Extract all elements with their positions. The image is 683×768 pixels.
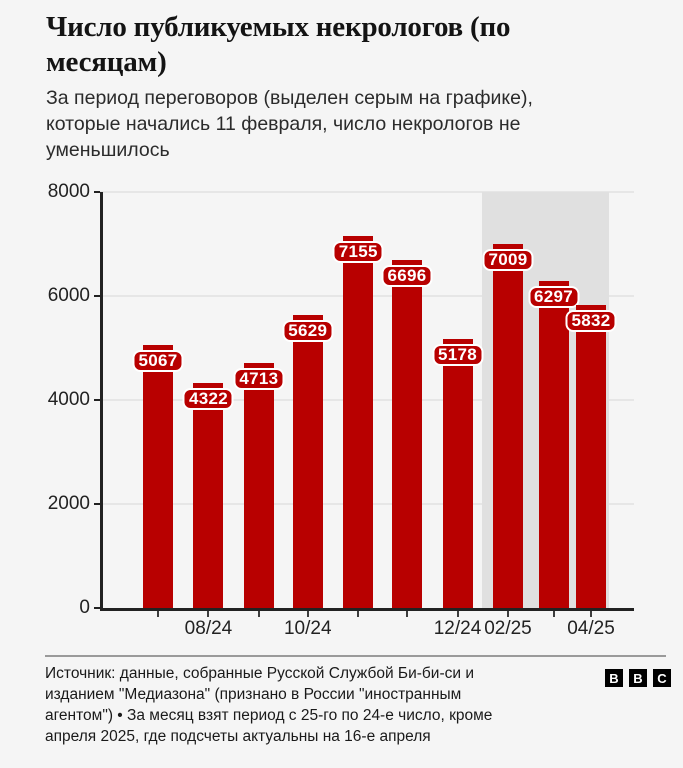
x-axis-tick xyxy=(207,610,210,617)
y-axis-tick xyxy=(94,607,100,609)
bar-value-label: 6297 xyxy=(528,285,580,308)
bar xyxy=(243,362,274,608)
y-axis-tick-label: 8000 xyxy=(47,181,90,202)
bar xyxy=(538,280,569,608)
gridline xyxy=(100,191,634,193)
y-axis-tick-label: 6000 xyxy=(47,285,90,306)
bar-value-label: 4322 xyxy=(182,388,234,411)
bar xyxy=(392,259,423,608)
bar-value-label: 5067 xyxy=(132,349,184,372)
bbc-logo-block: B xyxy=(629,669,647,687)
x-axis-tick xyxy=(357,610,360,617)
x-axis-tick xyxy=(456,610,459,617)
y-axis-line xyxy=(100,192,103,610)
x-axis-tick xyxy=(406,610,409,617)
x-axis-tick xyxy=(257,610,260,617)
chart-subtitle: За период переговоров (выделен серым на … xyxy=(46,87,533,161)
bbc-logo-block: C xyxy=(653,669,671,687)
chart-title: Число публикуемых некрологов (по месяцам… xyxy=(46,11,511,78)
x-axis-tick-label: 02/25 xyxy=(484,618,532,639)
bar-value-label: 5178 xyxy=(431,343,484,366)
bar xyxy=(442,338,473,608)
source-note: Источник: данные, собранные Русской Служ… xyxy=(45,665,493,745)
y-axis-tick xyxy=(94,399,100,401)
bar-value-label: 7009 xyxy=(482,248,534,271)
bar-value-label: 6696 xyxy=(381,264,433,287)
y-axis-tick xyxy=(94,295,100,297)
bar xyxy=(492,243,523,608)
bar xyxy=(292,315,323,608)
bar-value-label: 5832 xyxy=(565,309,617,332)
y-axis-tick xyxy=(94,191,100,193)
bar xyxy=(193,383,224,608)
bar-value-label: 5629 xyxy=(282,320,334,343)
y-axis-tick-label: 4000 xyxy=(47,389,90,410)
y-axis-tick-label: 2000 xyxy=(47,493,90,514)
y-axis-tick-label: 0 xyxy=(79,597,90,618)
bar xyxy=(143,344,173,608)
bar xyxy=(343,235,374,608)
x-axis-tick-label: 04/25 xyxy=(567,618,615,639)
x-axis-tick xyxy=(589,610,592,617)
bar-value-label: 4713 xyxy=(233,367,285,390)
x-axis-tick xyxy=(552,610,555,617)
x-axis-tick xyxy=(506,610,509,617)
x-axis-tick-label: 10/24 xyxy=(283,618,332,639)
bar-value-label: 7155 xyxy=(332,240,384,263)
bbc-logo-block: B xyxy=(605,669,623,687)
x-axis-tick xyxy=(306,610,309,617)
footer-divider xyxy=(45,655,666,657)
x-axis-tick-label: 12/24 xyxy=(433,618,482,639)
x-axis-line xyxy=(100,608,634,611)
bar xyxy=(575,304,606,608)
x-axis-tick-label: 08/24 xyxy=(184,618,233,639)
x-axis-tick xyxy=(157,610,159,617)
y-axis-tick xyxy=(94,503,100,505)
